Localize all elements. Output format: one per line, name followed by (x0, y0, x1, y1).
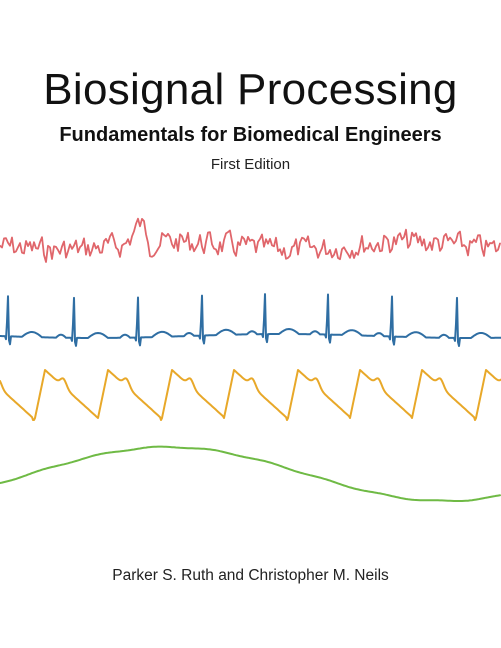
respiration-signal-trace (0, 445, 501, 502)
ecg-signal-trace (0, 293, 501, 347)
book-title: Biosignal Processing (43, 65, 458, 114)
noisy-signal-trace (0, 217, 501, 263)
book-edition: First Edition (210, 156, 291, 173)
pulse-signal-trace (0, 369, 501, 421)
book-authors: Parker S. Ruth and Christopher M. Neils (112, 567, 389, 584)
book-subtitle: Fundamentals for Biomedical Engineers (59, 124, 442, 146)
